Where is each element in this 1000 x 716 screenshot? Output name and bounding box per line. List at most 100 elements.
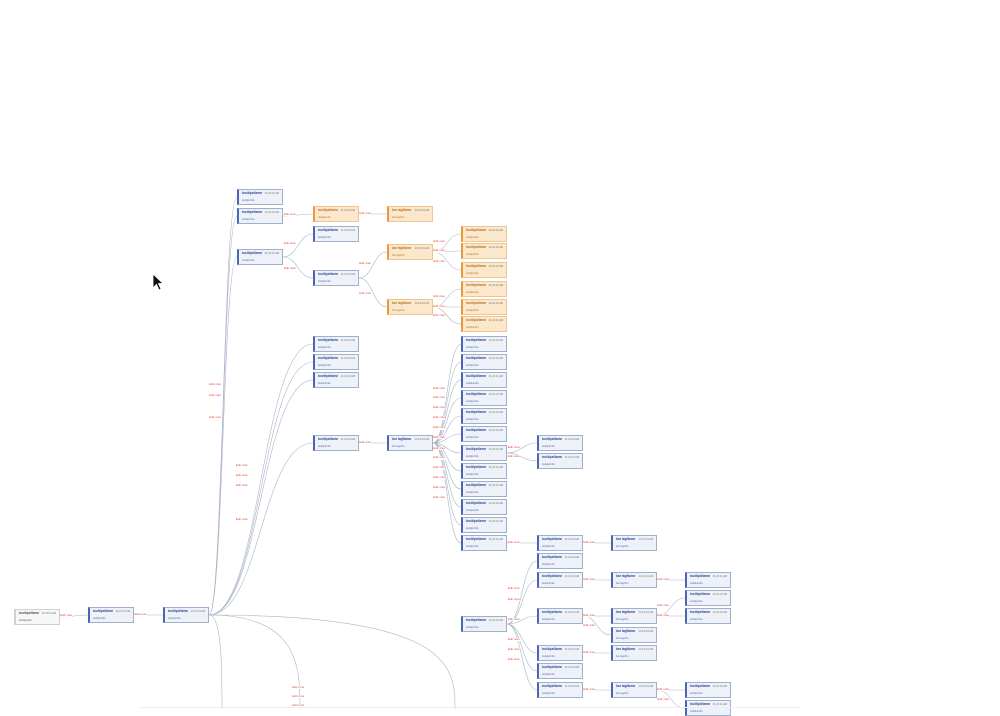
tree-node-g11[interactable]: tooltipsName 11:23:24 AM tooltipsInfo: [461, 535, 507, 551]
tree-node-c1[interactable]: bar tagName 11:23:24 AM bar tagInfo: [387, 206, 433, 222]
tree-node-b3[interactable]: tooltipsName 11:23:24 AM tooltipsInfo: [313, 270, 359, 286]
tree-node-j3[interactable]: tooltipsName 11:23:24 AM tooltipsInfo: [537, 572, 583, 588]
tree-node-l2[interactable]: tooltipsName 11:23:24 AM tooltipsInfo: [685, 590, 731, 606]
tree-node-j6[interactable]: tooltipsName 11:23:24 AM tooltipsInfo: [537, 663, 583, 679]
tree-node-l5[interactable]: tooltipsName 11:23:24 AM tooltipsInfo: [685, 700, 731, 716]
tree-node-e1[interactable]: tooltipsName 11:23:24 AM tooltipsInfo: [313, 336, 359, 352]
tree-node-g5[interactable]: tooltipsName 11:23:24 AM tooltipsInfo: [461, 426, 507, 442]
tree-node-d6[interactable]: tooltipsName 11:23:24 AM tooltipsInfo: [461, 316, 507, 332]
node-subtitle: tooltipsInfo: [466, 454, 479, 458]
tree-node-n1[interactable]: tooltipsName 11:23:24 AM tooltipsInfo: [88, 607, 134, 623]
tree-node-g4[interactable]: tooltipsName 11:23:24 AM tooltipsInfo: [461, 408, 507, 424]
tree-edge: [432, 379, 462, 444]
tree-node-h2[interactable]: tooltipsName 11:23:24 AM tooltipsInfo: [537, 453, 583, 469]
mouse-pointer-icon: [152, 273, 164, 291]
tree-node-g9[interactable]: tooltipsName 11:23:24 AM tooltipsInfo: [461, 499, 507, 515]
tree-node-g10[interactable]: tooltipsName 11:23:24 AM tooltipsInfo: [461, 517, 507, 533]
edge-label: Edit note: [283, 211, 297, 217]
node-subtitle: tooltipsInfo: [466, 490, 479, 494]
tree-node-d5[interactable]: tooltipsName 11:23:24 AM tooltipsInfo: [461, 299, 507, 315]
edge-label: Edit note: [582, 623, 596, 628]
node-time: 11:23:24 AM: [564, 555, 579, 559]
edge-label: Edit note: [507, 646, 521, 652]
tree-node-g1[interactable]: tooltipsName 11:23:24 AM tooltipsInfo: [461, 354, 507, 370]
tree-node-c3[interactable]: bar tagName 11:23:24 AM bar tagInfo: [387, 299, 433, 315]
node-time: 11:23:24 AM: [340, 338, 355, 342]
tree-node-g7[interactable]: tooltipsName 11:23:24 AM tooltipsInfo: [461, 463, 507, 479]
edge-label: Edit note: [656, 687, 670, 692]
tree-node-d4[interactable]: tooltipsName 11:23:24 AM tooltipsInfo: [461, 281, 507, 297]
node-subtitle: tooltipsInfo: [542, 654, 555, 658]
tree-node-c2[interactable]: bar tagName 11:23:24 AM bar tagInfo: [387, 244, 433, 260]
tree-node-e3[interactable]: tooltipsName 11:23:24 AM tooltipsInfo: [313, 372, 359, 388]
node-subtitle: tooltipsInfo: [466, 235, 479, 239]
tree-node-g8[interactable]: tooltipsName 11:23:24 AM tooltipsInfo: [461, 481, 507, 497]
tree-node-l4[interactable]: tooltipsName 11:23:24 AM tooltipsInfo: [685, 682, 731, 698]
node-name: tooltipsName: [168, 609, 189, 613]
tree-node-f1[interactable]: bar tagName 11:23:24 AM bar tagInfo: [387, 435, 433, 451]
node-time: 11:23:24 AM: [712, 574, 727, 578]
node-time: 11:23:24 AM: [638, 629, 653, 633]
tree-node-e2[interactable]: tooltipsName 11:23:24 AM tooltipsInfo: [313, 354, 359, 370]
edge-label: Edit note: [656, 696, 670, 702]
node-name: tooltipsName: [690, 702, 711, 706]
tree-node-j1[interactable]: tooltipsName 11:23:24 AM tooltipsInfo: [537, 535, 583, 551]
node-name: tooltipsName: [690, 610, 711, 614]
tree-node-k5[interactable]: bar tagName 11:23:24 AM bar tagInfo: [611, 645, 657, 661]
node-subtitle: tooltipsInfo: [542, 617, 555, 621]
tree-edge: [208, 196, 238, 616]
tree-node-b1[interactable]: tooltipsName 11:23:24 AM tooltipsInfo: [313, 206, 359, 222]
tree-node-a2[interactable]: tooltipsName 11:23:24 AM tooltipsInfo: [237, 208, 283, 224]
edge-label: Edit note: [507, 657, 521, 662]
tree-node-g3[interactable]: tooltipsName 11:23:24 AM tooltipsInfo: [461, 390, 507, 406]
tree-node-a1[interactable]: tooltipsName 11:23:24 AM tooltipsInfo: [237, 189, 283, 205]
tree-node-j7[interactable]: tooltipsName 11:23:24 AM tooltipsInfo: [537, 682, 583, 698]
tree-node-g6[interactable]: tooltipsName 11:23:24 AM tooltipsInfo: [461, 445, 507, 461]
tree-node-e4[interactable]: tooltipsName 11:23:24 AM tooltipsInfo: [313, 435, 359, 451]
tree-node-k1[interactable]: bar tagName 11:23:24 AM bar tagInfo: [611, 535, 657, 551]
node-time: 11:23:24 AM: [638, 647, 653, 651]
node-time: 11:23:24 AM: [488, 392, 503, 396]
tree-edge: [208, 215, 238, 616]
tree-edge: [208, 379, 314, 616]
node-subtitle: tooltipsInfo: [466, 544, 479, 548]
edge-label: Edit note: [432, 313, 446, 318]
tree-node-k6[interactable]: bar tagName 11:23:24 AM bar tagInfo: [611, 682, 657, 698]
node-subtitle: tooltipsInfo: [542, 672, 555, 676]
tree-node-l3[interactable]: tooltipsName 11:23:24 AM tooltipsInfo: [685, 608, 731, 624]
tree-node-a3[interactable]: tooltipsName 11:23:24 AM tooltipsInfo: [237, 249, 283, 265]
node-name: tooltipsName: [466, 537, 487, 541]
tree-node-k3[interactable]: bar tagName 11:23:24 AM bar tagInfo: [611, 608, 657, 624]
tree-node-j5[interactable]: tooltipsName 11:23:24 AM tooltipsInfo: [537, 645, 583, 661]
tree-edge: [208, 256, 238, 616]
tree-node-j2[interactable]: tooltipsName 11:23:24 AM tooltipsInfo: [537, 553, 583, 569]
tree-node-m1[interactable]: tooltipsName 11:23:24 AM tooltipsInfo: [461, 616, 507, 632]
tree-node-g2[interactable]: tooltipsName 11:23:24 AM tooltipsInfo: [461, 372, 507, 388]
node-time: 11:23:24 AM: [564, 437, 579, 441]
edge-label: Edit note: [59, 612, 73, 618]
node-name: bar tagName: [392, 246, 412, 250]
tree-node-d3[interactable]: tooltipsName 11:23:24 AM tooltipsInfo: [461, 262, 507, 278]
tree-node-h1[interactable]: tooltipsName 11:23:24 AM tooltipsInfo: [537, 435, 583, 451]
node-subtitle: tooltipsInfo: [466, 508, 479, 512]
tree-node-l1[interactable]: tooltipsName 11:23:24 AM tooltipsInfo: [685, 572, 731, 588]
tree-node-k2[interactable]: bar tagName 11:23:24 AM bar tagInfo: [611, 572, 657, 588]
tree-node-k4[interactable]: bar tagName 11:23:24 AM bar tagInfo: [611, 627, 657, 643]
tree-node-j4[interactable]: tooltipsName 11:23:24 AM tooltipsInfo: [537, 608, 583, 624]
edge-label: Edit note: [656, 613, 670, 618]
node-subtitle: tooltipsInfo: [466, 325, 479, 329]
tree-node-b2[interactable]: tooltipsName 11:23:24 AM tooltipsInfo: [313, 226, 359, 242]
tree-node-n2[interactable]: tooltipsName 11:23:24 AM tooltipsInfo: [163, 607, 209, 623]
tree-node-g0[interactable]: tooltipsName 11:23:24 AM tooltipsInfo: [461, 336, 507, 352]
node-time: 11:23:24 AM: [712, 592, 727, 596]
node-time: 11:23:24 AM: [564, 610, 579, 614]
edge-label: Edit note: [432, 304, 446, 309]
tree-node-d2[interactable]: tooltipsName 11:23:24 AM tooltipsInfo: [461, 243, 507, 259]
node-name: tooltipsName: [318, 437, 339, 441]
edge-label: Edit note: [507, 444, 521, 449]
node-name: tooltipsName: [466, 465, 487, 469]
tree-node-d1[interactable]: tooltipsName 11:23:24 AM tooltipsInfo: [461, 226, 507, 242]
edge-label: Edit note: [292, 685, 305, 690]
tree-node-root[interactable]: tooltipsName 11:23:24 AM tooltipsInfo: [14, 609, 60, 625]
